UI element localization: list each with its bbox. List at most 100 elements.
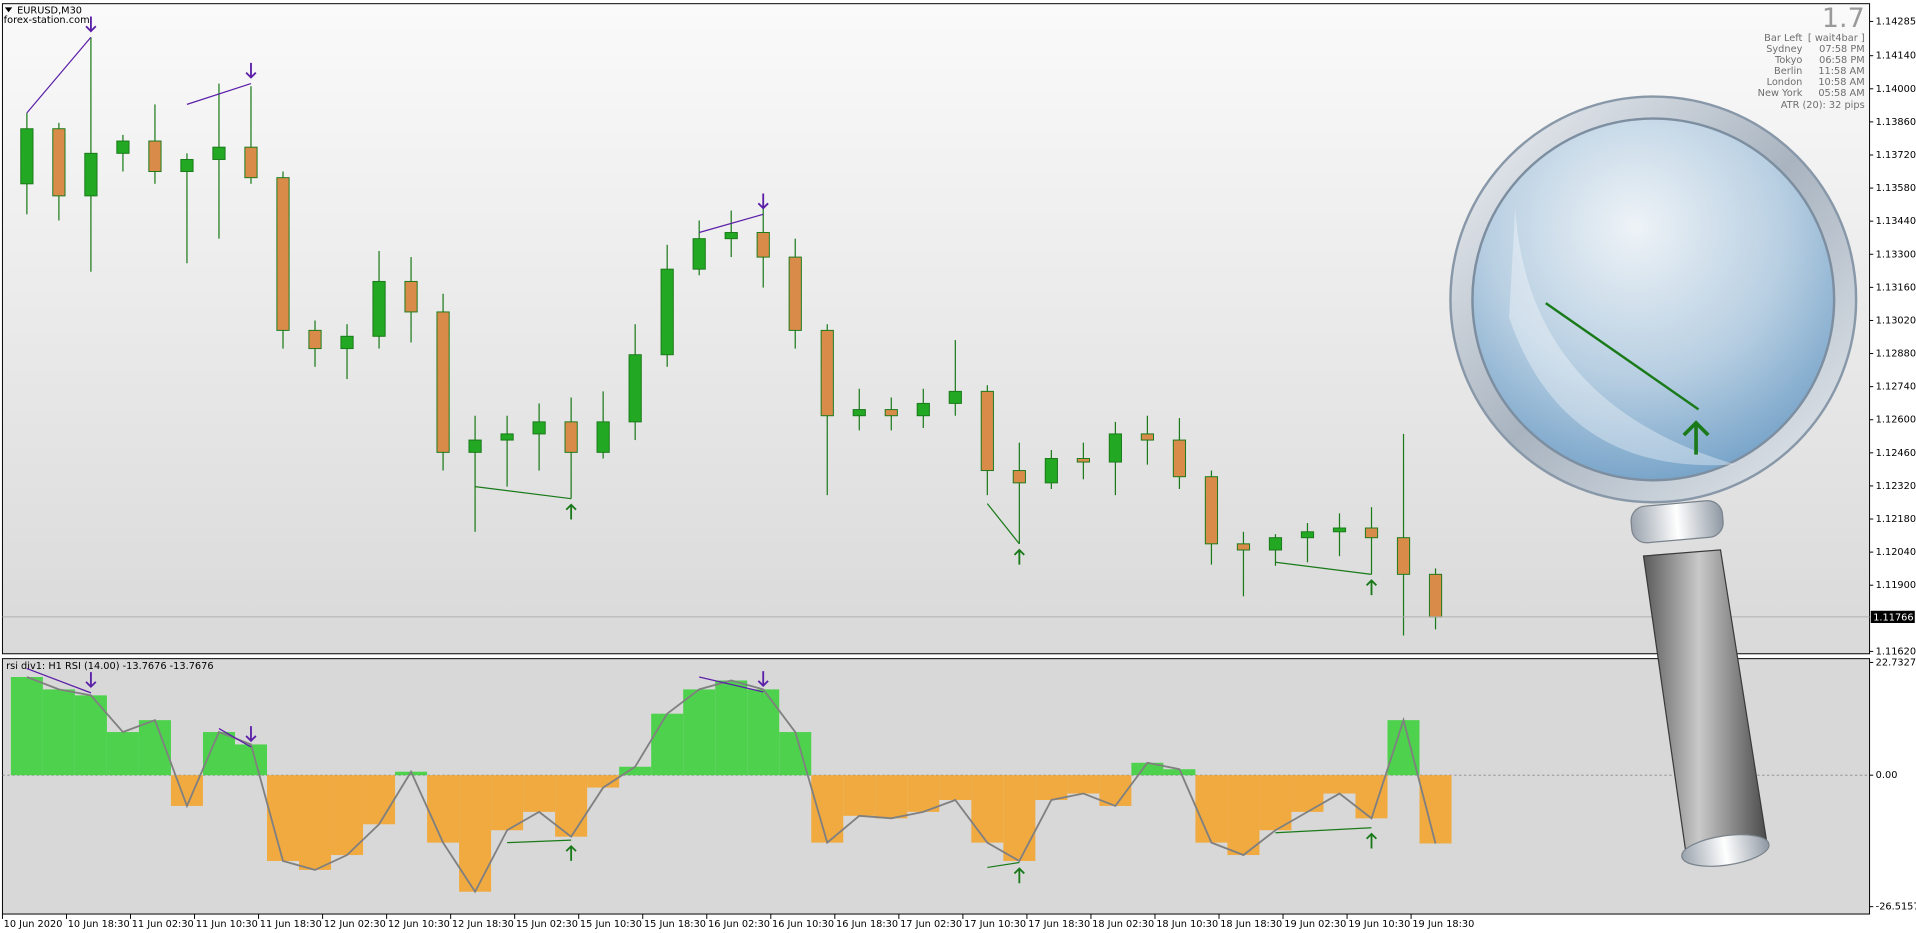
candle-body xyxy=(1300,531,1315,539)
y-tick-label: 0.00 xyxy=(1876,770,1898,781)
info-text: 10:58 AM xyxy=(1818,77,1864,88)
x-tick-label: 12 Jun 02:30 xyxy=(324,919,386,930)
divergence-line xyxy=(699,676,764,693)
candle-body xyxy=(660,268,674,356)
x-tick-label: 19 Jun 02:30 xyxy=(1284,919,1346,930)
candle-body xyxy=(564,421,578,453)
info-label: New York xyxy=(1758,88,1803,99)
x-tick-label: 18 Jun 10:30 xyxy=(1156,919,1218,930)
divergence-arrow xyxy=(565,844,577,861)
candle-body xyxy=(116,140,130,154)
rsi-bar xyxy=(1003,775,1036,861)
magnified-line xyxy=(1545,302,1700,411)
candle-body xyxy=(980,390,994,472)
rsi-bar xyxy=(202,732,235,776)
candle-body xyxy=(820,329,834,417)
divergence-line xyxy=(26,667,92,694)
rsi-bar xyxy=(491,775,524,831)
info-text: 11:58 AM xyxy=(1818,66,1864,77)
candle-body xyxy=(1076,458,1090,463)
y-tick-label: 1.12040 xyxy=(1876,547,1916,558)
x-tick-label: 15 Jun 02:30 xyxy=(516,919,578,930)
rsi-bar xyxy=(747,689,780,776)
rsi-bar xyxy=(939,775,972,800)
info-panel: 1.7 Bar Left [ wait4bar ] Sydney 07:58 P… xyxy=(1758,3,1865,111)
info-text: 05:58 AM xyxy=(1818,88,1864,99)
divergence-line xyxy=(475,486,572,500)
divergence-line xyxy=(987,861,1020,869)
divergence-arrow xyxy=(1365,832,1378,849)
info-label: Bar Left xyxy=(1764,33,1802,44)
info-label: Tokyo xyxy=(1774,55,1802,66)
x-tick-label: 19 Jun 18:30 xyxy=(1412,919,1474,930)
candle-body xyxy=(724,232,738,240)
candle-body xyxy=(532,421,546,435)
candle-body xyxy=(1364,527,1379,539)
y-tick-label: 1.13860 xyxy=(1876,117,1916,128)
divergence-line xyxy=(1275,827,1372,834)
divergence-arrow xyxy=(565,503,577,520)
candle-body xyxy=(1428,573,1443,618)
chart-subtitle: forex-station.com xyxy=(4,15,90,26)
candle-body xyxy=(372,280,386,337)
rsi-bar xyxy=(363,775,396,825)
info-text: [ wait4bar ] xyxy=(1808,33,1865,44)
rsi-bar xyxy=(683,689,716,776)
rsi-bar xyxy=(1227,775,1260,856)
x-tick-label: 17 Jun 02:30 xyxy=(900,919,962,930)
rsi-bar xyxy=(875,775,908,819)
candle-body xyxy=(500,433,514,441)
handle-cap xyxy=(1681,834,1770,867)
divergence-line xyxy=(699,213,764,234)
x-tick-label: 17 Jun 10:30 xyxy=(964,919,1026,930)
divergence-arrow xyxy=(1013,548,1025,565)
x-tick-label: 15 Jun 18:30 xyxy=(644,919,706,930)
y-tick-label: 1.11900 xyxy=(1876,580,1916,591)
rsi-bar xyxy=(971,775,1004,843)
divergence-line xyxy=(186,83,252,105)
y-tick-label: 1.11620 xyxy=(1876,646,1916,657)
indicator-title: rsi div1: H1 RSI (14.00) -13.7676 -13.76… xyxy=(6,661,213,672)
rsi-bar xyxy=(42,689,75,776)
y-tick-label: 1.14140 xyxy=(1876,51,1916,62)
candle-body xyxy=(1204,476,1219,545)
candle-body xyxy=(148,140,162,173)
candle-body xyxy=(756,232,770,258)
x-tick-label: 11 Jun 18:30 xyxy=(260,919,322,930)
y-tick-label: 1.14285 xyxy=(1876,16,1916,27)
rsi-bar xyxy=(523,775,556,812)
menu-triangle xyxy=(4,7,13,13)
rsi-bar xyxy=(619,766,652,776)
candle-body xyxy=(692,238,706,270)
x-tick-label: 11 Jun 02:30 xyxy=(132,919,194,930)
candle-body xyxy=(596,421,610,453)
magnified-arrow xyxy=(1682,420,1710,455)
rsi-bar xyxy=(1163,769,1196,776)
y-tick-label: 1.13440 xyxy=(1876,216,1916,227)
info-value: 1.7 xyxy=(1822,3,1865,34)
magnifier xyxy=(1449,95,1858,867)
rsi-bar xyxy=(843,775,876,816)
candle-body xyxy=(1012,470,1026,484)
divergence-arrow xyxy=(85,16,97,33)
info-label: London xyxy=(1767,77,1803,88)
y-tick-label: 1.12740 xyxy=(1876,382,1916,393)
rsi-bar xyxy=(1035,775,1068,800)
candle-body xyxy=(276,177,290,331)
candle-body xyxy=(884,409,898,417)
candle-body xyxy=(1396,537,1411,575)
candle-body xyxy=(180,158,194,173)
divergence-arrow xyxy=(245,62,257,79)
magnifier-glass xyxy=(1471,117,1836,482)
divergence-arrow xyxy=(1013,867,1025,884)
rsi-bar xyxy=(1323,775,1356,794)
candle-body xyxy=(52,128,66,197)
magnifier-collar xyxy=(1630,500,1724,544)
divergence-arrow xyxy=(85,672,97,689)
rsi-bar xyxy=(555,775,588,837)
y-tick-label: 1.12880 xyxy=(1876,349,1916,360)
x-tick-label: 10 Jun 18:30 xyxy=(68,919,130,930)
rsi-bar xyxy=(651,713,684,776)
info-atr: ATR (20): 32 pips xyxy=(1781,100,1865,111)
